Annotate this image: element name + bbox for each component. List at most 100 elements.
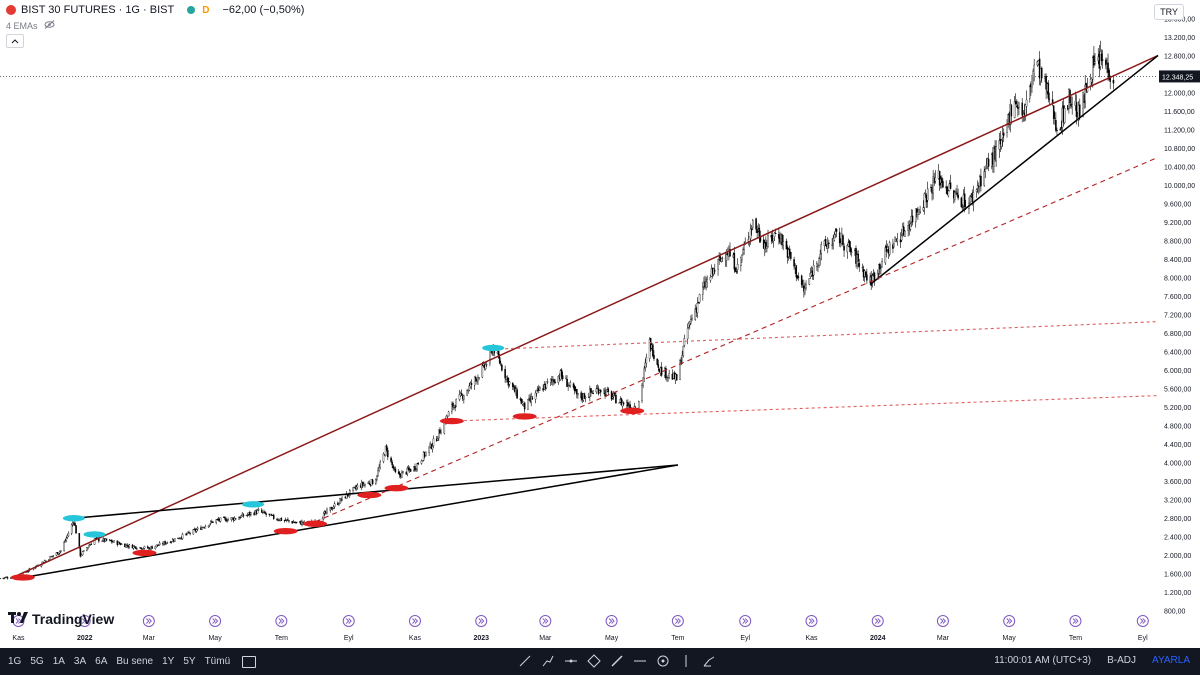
- y-tick-label: 12.000,00: [1164, 91, 1195, 98]
- candle-body: [614, 392, 616, 395]
- candle-body: [972, 192, 975, 205]
- x-tick-label: Tem: [1069, 635, 1082, 642]
- candle-body: [690, 319, 692, 324]
- timeframe-button[interactable]: 1G: [8, 656, 22, 667]
- candle-body: [136, 548, 138, 550]
- candle-body: [596, 388, 599, 390]
- candle-body: [26, 571, 28, 573]
- candle-body: [126, 544, 128, 547]
- candle-body: [583, 393, 586, 399]
- timeframe-button[interactable]: 5G: [30, 656, 44, 667]
- candle-body: [772, 238, 775, 242]
- candle-body: [1079, 104, 1081, 117]
- candle-body: [501, 364, 503, 371]
- candle-body: [181, 534, 184, 539]
- candle-body: [1101, 59, 1104, 61]
- indicator-row[interactable]: 4 EMAs: [6, 20, 55, 31]
- timeframe-button[interactable]: 1Y: [162, 656, 175, 667]
- timeframe-button[interactable]: Tümü: [204, 656, 231, 667]
- brush-tool-icon[interactable]: [700, 652, 717, 669]
- horizontal-line-tool-icon[interactable]: [562, 652, 579, 669]
- x-tick-label: May: [208, 635, 222, 642]
- candle-body: [534, 392, 537, 400]
- timeframe-button[interactable]: 6A: [95, 656, 108, 667]
- timeframe-button[interactable]: 3A: [73, 656, 87, 667]
- candle-body: [741, 254, 743, 260]
- candle-body: [800, 275, 803, 285]
- candle-body: [120, 543, 123, 545]
- candle-body: [89, 544, 91, 546]
- chart-canvas[interactable]: 800,00 1.200,00 1.600,00 2.000,00 2.400,00 2.…: [0, 0, 1200, 648]
- timeframe-button[interactable]: 1A: [52, 656, 65, 667]
- pen-tool-icon[interactable]: [608, 652, 625, 669]
- candle-body: [331, 508, 334, 510]
- candle-body: [842, 235, 844, 245]
- candle-body: [1014, 101, 1017, 105]
- y-tick-label: 4.800,00: [1164, 424, 1191, 431]
- candle-body: [961, 206, 964, 208]
- candle-body: [922, 207, 925, 211]
- currency-selector[interactable]: TRY: [1154, 4, 1184, 20]
- candle-body: [954, 192, 956, 200]
- adjustment-toggle[interactable]: B-ADJ: [1107, 655, 1137, 666]
- clock-display[interactable]: 11:00:01 AM (UTC+3): [994, 655, 1092, 666]
- y-tick-label: 12.800,00: [1164, 54, 1195, 61]
- candle-body: [451, 404, 453, 412]
- candle-body: [349, 490, 351, 496]
- swing-high-marker: [482, 344, 505, 352]
- calendar-icon[interactable]: [242, 655, 257, 668]
- candle-body: [733, 253, 736, 270]
- y-tick-label: 2.000,00: [1164, 553, 1191, 560]
- candle-body: [384, 445, 387, 457]
- shape-tool-icon[interactable]: [585, 652, 602, 669]
- eye-hidden-icon[interactable]: [44, 20, 55, 31]
- candle-body: [90, 543, 93, 545]
- trendline: [73, 464, 678, 519]
- symbol-title[interactable]: BIST 30 FUTURES · 1G · BIST: [21, 4, 175, 16]
- settings-link[interactable]: AYARLA: [1152, 655, 1190, 666]
- candle-body: [652, 344, 654, 357]
- candle-body: [706, 279, 708, 283]
- timeframe-selector[interactable]: 1G 5G 1A 3A 6A Bu sene 1Y 5Y Tümü: [8, 656, 230, 667]
- candle-body: [256, 510, 259, 514]
- candle-body: [111, 540, 113, 543]
- y-tick-label: 4.400,00: [1164, 442, 1191, 449]
- candle-body: [265, 513, 267, 515]
- candle-body: [378, 467, 380, 471]
- market-status-icon: [187, 6, 196, 14]
- candle-body: [980, 175, 982, 187]
- y-tick-label: 3.600,00: [1164, 479, 1191, 486]
- extended-line-tool-icon[interactable]: [631, 652, 648, 669]
- candle-body: [113, 540, 115, 543]
- candle-body: [86, 547, 88, 551]
- trendline-tool-icon[interactable]: [516, 652, 533, 669]
- x-tick-label: Mar: [143, 635, 156, 642]
- y-tick-label: 11.600,00: [1164, 109, 1195, 116]
- logo-text: TradingView: [32, 611, 115, 627]
- candle-body: [694, 308, 697, 320]
- candle-body: [773, 232, 776, 237]
- candle-body: [861, 267, 864, 269]
- candle-body: [527, 399, 529, 410]
- candle-body: [557, 376, 560, 383]
- candle-body: [926, 188, 929, 201]
- candle-body: [572, 383, 575, 388]
- candle-body: [481, 365, 484, 378]
- vertical-line-tool-icon[interactable]: [677, 652, 694, 669]
- candle-body: [339, 498, 341, 504]
- candle-body: [520, 398, 523, 404]
- timeframe-button[interactable]: 5Y: [183, 656, 196, 667]
- timeframe-button[interactable]: Bu sene: [116, 656, 154, 667]
- collapse-legend-button[interactable]: [6, 34, 24, 48]
- swing-low-marker: [620, 407, 645, 415]
- replay-event-icon: [871, 615, 884, 627]
- replay-arrow-icon: [345, 618, 352, 624]
- candle-body: [828, 242, 830, 245]
- ray-tool-icon[interactable]: [539, 652, 556, 669]
- replay-event-icon: [408, 615, 421, 627]
- candle-body: [446, 415, 449, 417]
- candle-body: [65, 537, 68, 541]
- tradingview-logo[interactable]: TradingView: [8, 611, 114, 627]
- circle-tool-icon[interactable]: [654, 652, 671, 669]
- candle-body: [1010, 105, 1013, 117]
